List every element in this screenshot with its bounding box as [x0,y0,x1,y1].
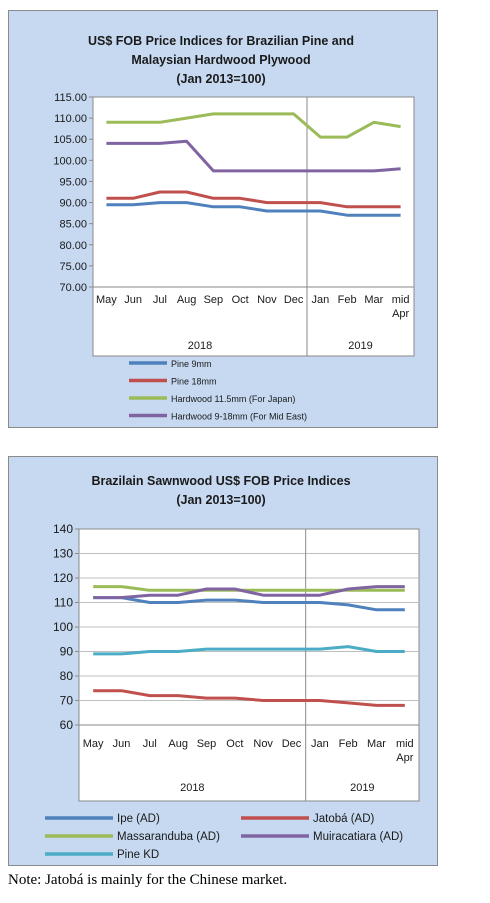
y-tick-label: 90.00 [59,198,87,210]
y-tick-label: 80 [60,669,74,683]
x-tick-label: May [83,738,104,750]
series-line-hardwood-11-5mm-for-japan- [106,112,401,139]
x-tick-label: Sep [197,738,217,750]
x-tick-label: Jan [312,294,330,306]
x-tick-label: Jun [113,738,131,750]
x-tick-label: Apr [396,752,413,764]
y-tick-label: 80.00 [59,240,87,252]
y-tick-label: 90 [60,645,74,659]
chart-title-line: (Jan 2013=100) [176,72,265,86]
x-tick-label: Aug [177,294,197,306]
y-tick-label: 130 [53,547,73,561]
x-tick-label: Dec [284,294,304,306]
x-tick-label: Feb [338,294,357,306]
x-tick-label: mid [392,294,410,306]
y-tick-label: 85.00 [59,219,87,231]
plywood-price-chart: US$ FOB Price Indices for Brazilian Pine… [53,34,415,422]
series-line-muiracatiara-ad- [93,585,405,600]
legend-label: Hardwood 11.5mm (For Japan) [171,394,295,404]
year-label: 2019 [348,340,372,352]
y-tick-label: 105.00 [53,134,87,146]
x-tick-label: Dec [282,738,302,750]
x-tick-label: Sep [204,294,224,306]
y-tick-label: 75.00 [59,261,87,273]
chart-title-line: Brazilain Sawnwood US$ FOB Price Indices [91,474,350,488]
series-line-jatob-ad- [93,689,405,707]
chart-panel-plywood: US$ FOB Price Indices for Brazilian Pine… [8,10,438,428]
footnote: Note: Jatobá is mainly for the Chinese m… [8,872,288,888]
category-axis-area [92,286,415,357]
legend-label: Ipe (AD) [117,813,160,825]
y-tick-label: 140 [53,522,73,536]
x-tick-label: Oct [232,294,249,306]
sawnwood-price-chart: Brazilain Sawnwood US$ FOB Price Indices… [45,474,420,861]
series-line-ipe-ad- [93,596,405,612]
x-tick-label: Jan [311,738,329,750]
x-tick-label: Apr [392,308,409,320]
year-label: 2019 [350,782,374,794]
y-tick-label: 70.00 [59,282,87,294]
y-tick-label: 100 [53,620,73,634]
series-line-pine-kd [93,645,405,656]
y-tick-label: 120 [53,571,73,585]
x-tick-label: May [96,294,117,306]
year-label: 2018 [188,340,212,352]
y-tick-label: 110.00 [54,113,87,125]
legend-label: Muiracatiara (AD) [313,831,403,843]
year-label: 2018 [180,782,204,794]
chart-title-line: Malaysian Hardwood Plywood [131,53,310,67]
legend-label: Hardwood 9-18mm (For Mid East) [171,412,307,422]
y-tick-label: 110 [54,596,73,610]
legend-label: Pine 18mm [171,377,217,387]
legend-label: Pine 9mm [171,359,212,369]
y-tick-label: 95.00 [59,176,87,188]
x-tick-label: Nov [253,738,273,750]
x-tick-label: Jul [153,294,167,306]
chart-panel-sawnwood: Brazilain Sawnwood US$ FOB Price Indices… [8,456,438,866]
y-tick-label: 115.00 [54,92,87,104]
x-tick-label: Jun [124,294,142,306]
series-line-massaranduba-ad- [93,585,405,592]
chart-title-line: US$ FOB Price Indices for Brazilian Pine… [88,34,354,48]
x-tick-label: Jul [143,738,157,750]
y-tick-label: 70 [60,694,74,708]
x-tick-label: Aug [168,738,188,750]
x-tick-label: Mar [367,738,386,750]
x-tick-label: Feb [339,738,358,750]
x-tick-label: mid [396,738,414,750]
x-tick-label: Mar [364,294,383,306]
x-tick-label: Nov [257,294,277,306]
y-tick-label: 100.00 [53,155,87,167]
y-tick-label: 60 [60,718,74,732]
legend-label: Jatobá (AD) [313,813,375,825]
legend-label: Massaranduba (AD) [117,831,220,843]
series-line-pine-18mm [106,190,401,209]
series-line-pine-9mm [106,201,401,217]
x-tick-label: Oct [226,738,243,750]
category-axis-area [78,724,420,802]
chart-title-line: (Jan 2013=100) [176,493,265,507]
legend-label: Pine KD [117,849,159,861]
series-line-hardwood-9-18mm-for-mid-east- [106,139,401,173]
